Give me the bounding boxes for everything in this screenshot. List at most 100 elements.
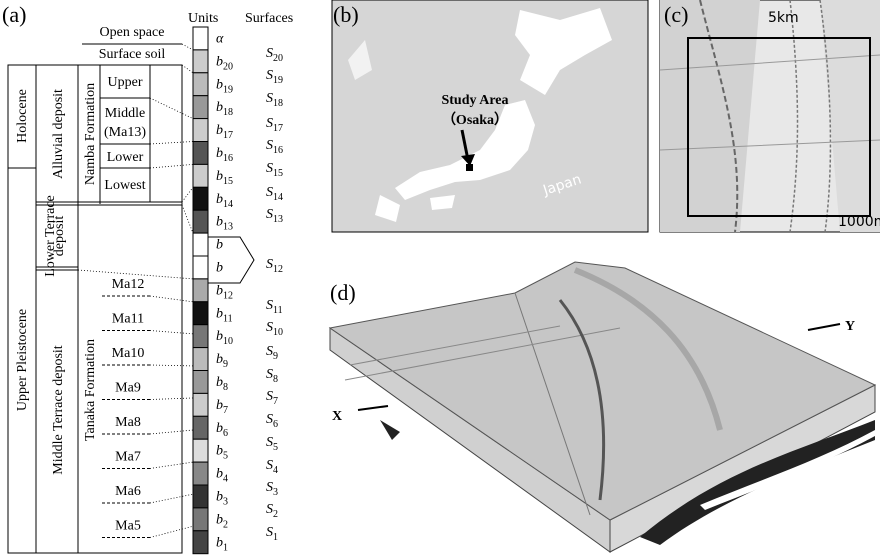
unit-label-index: 12 — [223, 290, 233, 301]
marine-clay: Ma9 — [115, 381, 141, 396]
surface-label-index: 6 — [273, 419, 278, 430]
place: （Osaka） — [442, 112, 508, 128]
unit-label-symbol: b — [216, 146, 223, 161]
surface-label-symbol: S — [266, 389, 273, 404]
surface-label-symbol: S — [266, 458, 273, 473]
surface-label: S20 — [266, 46, 283, 64]
unit-cell — [193, 119, 208, 142]
connector — [182, 65, 193, 73]
unit-label-symbol: b — [216, 467, 223, 482]
surface-label-symbol: S — [266, 257, 273, 272]
surface-label-index: 8 — [273, 374, 278, 385]
unit-label-symbol: b — [216, 535, 223, 550]
surface-label-symbol: S — [266, 91, 273, 106]
surface-label: S16 — [266, 138, 283, 156]
connector — [150, 164, 193, 168]
unit-label-index: 19 — [223, 84, 233, 95]
unit-label-symbol: b — [216, 100, 223, 115]
connector — [150, 365, 193, 366]
panel-label: (b) — [333, 2, 359, 27]
connector — [182, 205, 193, 233]
surface-label-symbol: S — [266, 320, 273, 335]
surface-label: S12 — [266, 257, 283, 275]
deposit: deposit — [52, 216, 67, 257]
unit-label: b6 — [216, 421, 228, 439]
connector — [150, 526, 193, 537]
surface-label-symbol: S — [266, 502, 273, 517]
surface-soil: Surface soil — [99, 47, 166, 62]
member: Middle — [105, 106, 145, 121]
epoch: Holocene — [15, 89, 30, 143]
unit-label: b17 — [216, 123, 233, 141]
unit-cell — [193, 439, 208, 462]
connector — [150, 398, 193, 400]
member: Upper — [108, 75, 143, 90]
connector — [150, 98, 193, 119]
unit-label-index: 8 — [223, 382, 228, 393]
surface-label-symbol: S — [266, 344, 273, 359]
surface-label: S5 — [266, 435, 278, 453]
surface-label: S13 — [266, 207, 283, 225]
connector — [150, 331, 193, 334]
surface-label: S18 — [266, 91, 283, 109]
unit-cell — [193, 508, 208, 531]
unit-label-symbol: b — [216, 169, 223, 184]
surface-label-index: 5 — [273, 442, 278, 453]
surface-label-index: 9 — [273, 351, 278, 362]
unit-label-index: 6 — [223, 428, 228, 439]
unit-label-symbol: b — [216, 215, 223, 230]
unit-label-symbol: b — [216, 192, 223, 207]
surface-label-index: 4 — [273, 465, 278, 476]
unit-label-symbol: b — [216, 512, 223, 527]
surface-label-symbol: S — [266, 46, 273, 61]
surface-label-symbol: S — [266, 298, 273, 313]
member: (Ma13) — [104, 125, 146, 140]
surface-label: S6 — [266, 412, 278, 430]
unit-label-index: 9 — [223, 359, 228, 370]
unit-label-index: 5 — [223, 451, 228, 462]
bracket — [208, 237, 254, 283]
unit-label: b19 — [216, 77, 233, 95]
scale-label: 1000m — [838, 214, 880, 230]
surface-label: S15 — [266, 161, 283, 179]
unit-label-symbol: α — [216, 31, 224, 46]
unit-label: b2 — [216, 512, 228, 530]
study-site — [466, 164, 473, 171]
unit-label-symbol: b — [216, 123, 223, 138]
unit-label-symbol: b — [216, 329, 223, 344]
surface-label: S9 — [266, 344, 278, 362]
surface-label-index: 14 — [273, 192, 283, 203]
unit-label: α — [216, 31, 224, 46]
study-area: Study Area — [441, 93, 508, 108]
surfaces-header: Surfaces — [245, 11, 293, 26]
surface-label-symbol: S — [266, 161, 273, 176]
unit-label: b20 — [216, 54, 233, 72]
unit-cell — [193, 142, 208, 165]
unit-label: b12 — [216, 283, 233, 301]
unit-label: b4 — [216, 467, 228, 485]
marine-clay: Ma6 — [115, 484, 141, 499]
unit-label: b8 — [216, 375, 228, 393]
surface-label-index: 13 — [273, 214, 283, 225]
unit-label: b3 — [216, 489, 228, 507]
unit-label-index: 20 — [223, 61, 233, 72]
marine-clay: Ma12 — [112, 277, 145, 292]
surface-label-symbol: S — [266, 207, 273, 222]
marine-clay: Ma8 — [115, 415, 141, 430]
unit-label: b — [216, 260, 223, 275]
figure: (a) Units Surfaces Open space Surface so… — [0, 0, 880, 558]
unit-label-symbol: b — [216, 283, 223, 298]
surface-label-index: 19 — [273, 75, 283, 86]
map-osaka — [660, 0, 880, 232]
unit-label-symbol: b — [216, 352, 223, 367]
scale-label: 5km — [768, 10, 799, 26]
surface-label-index: 16 — [273, 145, 283, 156]
unit-label-index: 14 — [223, 199, 233, 210]
surface-label-index: 15 — [273, 168, 283, 179]
epoch: Upper Pleistocene — [15, 309, 30, 411]
surface-label: S14 — [266, 185, 283, 203]
formation: Namba Formation — [83, 83, 98, 185]
surface-label: S3 — [266, 480, 278, 498]
surface-label-index: 10 — [273, 327, 283, 338]
surface-label-symbol: S — [266, 138, 273, 153]
